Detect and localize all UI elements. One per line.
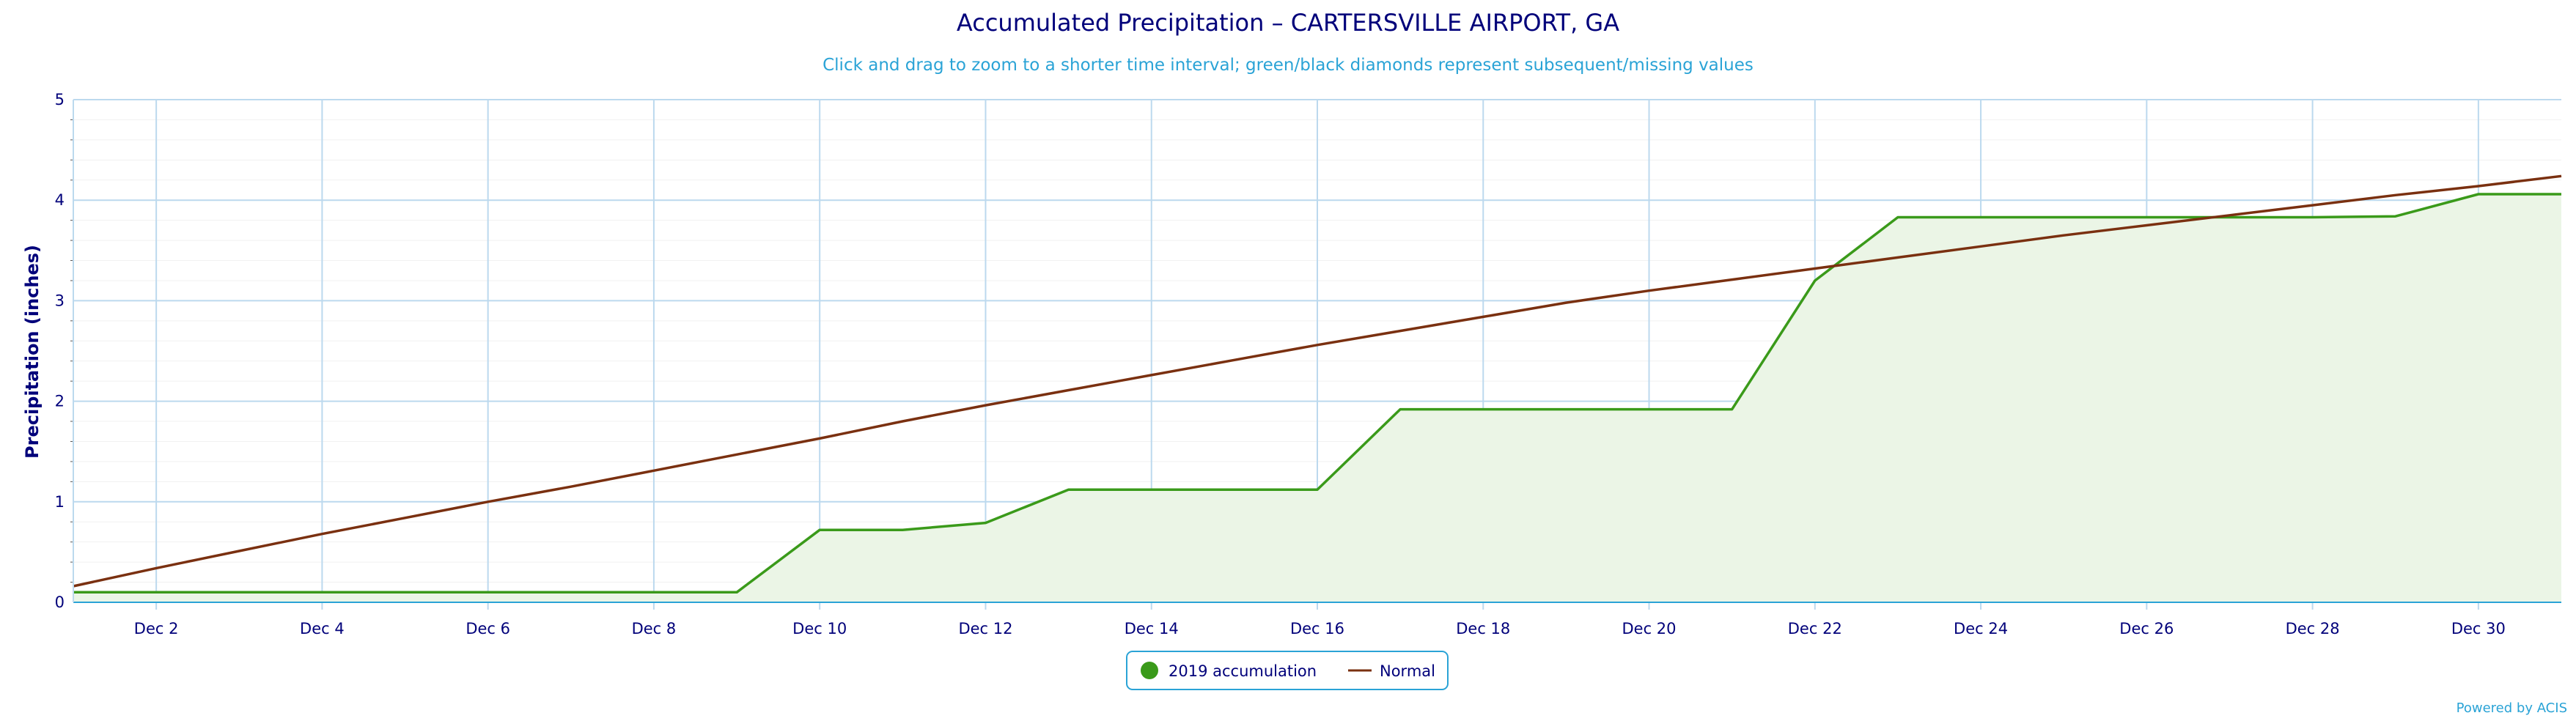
chart-title: Accumulated Precipitation – CARTERSVILLE… <box>957 9 1619 37</box>
x-tick-label: Dec 8 <box>632 620 677 637</box>
x-tick-label: Dec 26 <box>2119 620 2174 637</box>
x-tick-label: Dec 10 <box>792 620 847 637</box>
x-tick-label: Dec 20 <box>1622 620 1677 637</box>
legend-box <box>1126 651 1449 690</box>
chart-subtitle: Click and drag to zoom to a shorter time… <box>823 56 1753 75</box>
legend-item-2019-accumulation[interactable]: 2019 accumulation <box>1141 662 1317 680</box>
x-tick-label: Dec 18 <box>1456 620 1510 637</box>
x-tick-label: Dec 2 <box>134 620 179 637</box>
chart-legend[interactable]: 2019 accumulation Normal <box>1126 651 1449 690</box>
x-tick-label: Dec 12 <box>958 620 1012 637</box>
y-tick-label: 4 <box>55 191 65 209</box>
series-layer <box>73 174 2562 594</box>
x-tick-label: Dec 14 <box>1125 620 1179 637</box>
x-tick-labels: Dec 2 Dec 4 Dec 6 Dec 8 Dec 10 Dec 12 Dec 14 De… <box>134 620 2506 637</box>
green-circle-icon <box>1141 662 1158 679</box>
y-tick-label: 0 <box>55 594 65 611</box>
accumulation-line[interactable] <box>73 193 2561 594</box>
normal-line[interactable] <box>73 174 2562 588</box>
x-tick-label: Dec 16 <box>1290 620 1344 637</box>
x-tick-label: Dec 22 <box>1788 620 1842 637</box>
legend-label-normal: Normal <box>1380 662 1435 680</box>
accumulation-area-layer <box>73 194 2561 602</box>
y-tick-label: 1 <box>55 493 65 511</box>
y-tick-label: 5 <box>55 91 65 108</box>
axis-layer <box>73 100 2561 603</box>
x-tick-label: Dec 6 <box>465 620 510 637</box>
y-tick-label: 3 <box>55 292 65 309</box>
x-tick-label: Dec 24 <box>1954 620 2008 637</box>
x-tick-label: Dec 30 <box>2451 620 2506 637</box>
x-tick-label: Dec 4 <box>300 620 345 637</box>
x-tick-label: Dec 28 <box>2286 620 2340 637</box>
y-tick-label: 2 <box>55 393 65 410</box>
legend-item-normal[interactable]: Normal <box>1348 662 1435 680</box>
accumulation-area <box>73 194 2561 602</box>
powered-by-credit[interactable]: Powered by ACIS <box>2457 700 2567 716</box>
legend-label-2019-accumulation: 2019 accumulation <box>1169 662 1317 680</box>
y-axis-label: Precipitation (inches) <box>22 245 43 459</box>
y-tick-labels: 0 1 2 3 4 5 <box>55 91 65 611</box>
